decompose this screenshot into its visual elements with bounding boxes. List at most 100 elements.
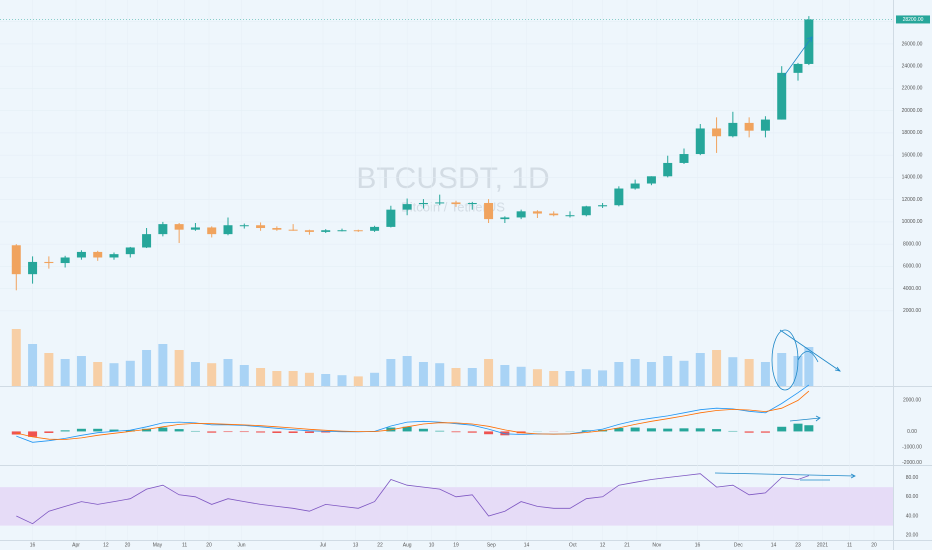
macd-histogram-bar	[125, 430, 135, 432]
volume-bar	[60, 359, 70, 386]
y-tick-label: 4000.00	[903, 286, 921, 292]
y-tick-label: 16000.00	[902, 152, 923, 158]
volume-bar	[190, 362, 200, 386]
macd-histogram-bar	[402, 426, 412, 432]
y-tick-label: 2000.00	[903, 308, 921, 314]
volume-bar	[370, 372, 380, 386]
x-tick-label: 21	[624, 542, 630, 548]
volume-bar	[207, 363, 217, 386]
macd-tick-label: -1000.00	[902, 444, 922, 450]
rsi-tick-label: 80.00	[906, 475, 919, 481]
candle-body	[321, 230, 331, 232]
y-tick-label: 6000.00	[903, 264, 921, 270]
macd-histogram-bar	[793, 423, 803, 432]
candle-body	[549, 213, 559, 216]
rsi-tick-label: 60.00	[906, 494, 919, 500]
candle-body	[614, 188, 624, 206]
candle-body	[435, 202, 445, 204]
arrow-head	[806, 36, 813, 43]
volume-bar	[451, 368, 461, 386]
last-price-label: 28200.00	[903, 17, 924, 23]
macd-histogram-bar	[777, 426, 787, 432]
trend-line	[779, 329, 841, 372]
x-tick-label: 2021	[817, 542, 828, 548]
macd-histogram-bar	[712, 429, 722, 432]
volume-bar	[516, 366, 526, 386]
rsi-tick-label: 40.00	[906, 513, 919, 519]
x-tick-label: Dec	[734, 542, 743, 548]
watermark-title: BTCUSDT, 1D	[356, 162, 549, 195]
candle-body	[353, 230, 363, 232]
candle-body	[793, 63, 803, 73]
x-tick-label: 16	[695, 542, 701, 548]
volume-bar	[532, 369, 542, 386]
x-tick-label: Nov	[652, 542, 661, 548]
macd-histogram-bar	[386, 427, 396, 432]
volume-bar	[549, 371, 559, 386]
y-tick-label: 24000.00	[902, 64, 923, 70]
macd-histogram-bar	[321, 431, 331, 433]
candle-body	[125, 247, 135, 255]
volume-bar	[500, 365, 510, 386]
arrow-head	[850, 473, 856, 479]
candle-body	[174, 224, 184, 230]
volume-bar	[646, 362, 656, 386]
volume-bar	[125, 360, 135, 386]
candle-body	[76, 251, 86, 258]
trend-line	[789, 417, 821, 422]
macd-histogram-bar	[207, 431, 217, 433]
volume-bar	[321, 374, 331, 386]
macd-histogram-bar	[304, 431, 314, 433]
volume-bar	[744, 359, 754, 386]
volume-bar	[28, 344, 38, 386]
volume-bar	[598, 370, 608, 386]
x-tick-label: Oct	[569, 542, 577, 548]
candle-body	[109, 254, 119, 258]
candle-body	[663, 162, 673, 177]
volume-bar	[272, 371, 282, 386]
macd-histogram-bar	[76, 428, 86, 432]
macd-histogram-bar	[435, 430, 445, 432]
arrow-head	[834, 366, 841, 372]
volume-bar	[435, 363, 445, 386]
candle-body	[93, 251, 103, 258]
volume-bar	[418, 362, 428, 386]
volume-bar	[760, 362, 770, 386]
candle-body	[760, 119, 770, 131]
candle-body	[565, 215, 575, 217]
macd-line	[16, 384, 810, 443]
volume-bar	[223, 359, 233, 386]
candle-body	[158, 224, 168, 235]
candle-body	[679, 154, 689, 163]
x-tick-label: 13	[353, 542, 359, 548]
candle-body	[239, 225, 249, 227]
macd-histogram-bar	[500, 431, 510, 436]
macd-histogram-bar	[646, 428, 656, 432]
y-tick-label: 8000.00	[903, 241, 921, 247]
x-tick-label: 14	[771, 542, 777, 548]
macd-histogram-bar	[142, 428, 152, 432]
volume-bar	[93, 362, 103, 386]
candle-body	[581, 206, 591, 216]
candle-body	[337, 230, 347, 232]
x-tick-label: Apr	[72, 542, 80, 548]
volume-bar	[109, 363, 119, 386]
x-tick-label: 11	[847, 542, 852, 548]
rsi-tick-label: 20.00	[906, 533, 919, 539]
trend-line	[783, 36, 813, 77]
macd-histogram-bar	[28, 431, 38, 437]
volume-bar	[288, 371, 298, 386]
macd-histogram-bar	[272, 431, 282, 433]
candle-body	[500, 217, 510, 220]
macd-histogram-bar	[614, 428, 624, 432]
macd-histogram-bar	[60, 430, 70, 432]
rsi-band	[0, 487, 893, 526]
candle-body	[418, 202, 428, 205]
macd-histogram-bar	[288, 431, 298, 433]
arc	[797, 351, 819, 363]
macd-histogram-bar	[581, 430, 591, 432]
volume-bar	[11, 329, 21, 386]
y-tick-label: 14000.00	[902, 175, 923, 181]
volume-bar	[695, 353, 705, 386]
